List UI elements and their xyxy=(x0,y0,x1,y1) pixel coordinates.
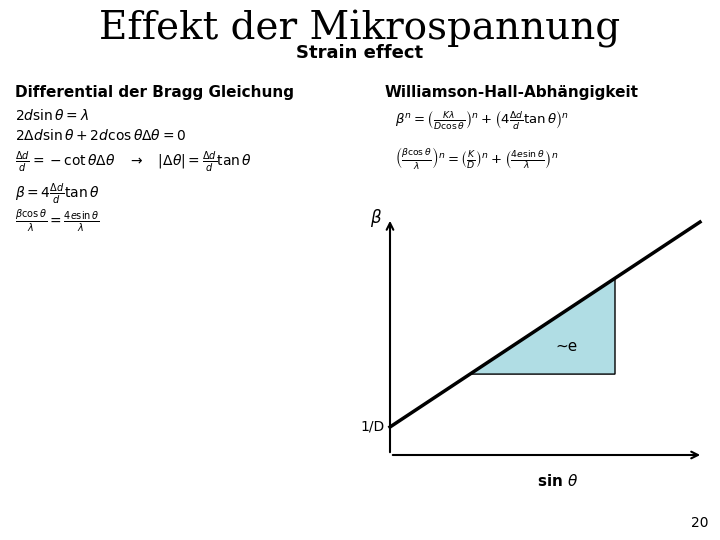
Polygon shape xyxy=(470,278,615,374)
Text: $\frac{\beta\cos\theta}{\lambda} = \frac{4e\sin\theta}{\lambda}$: $\frac{\beta\cos\theta}{\lambda} = \frac… xyxy=(15,208,99,234)
Text: $\left(\frac{\beta\cos\theta}{\lambda}\right)^n = \left(\frac{K}{D}\right)^n + \: $\left(\frac{\beta\cos\theta}{\lambda}\r… xyxy=(395,145,559,171)
Text: Williamson-Hall-Abhängigkeit: Williamson-Hall-Abhängigkeit xyxy=(385,85,639,100)
Text: 1/D: 1/D xyxy=(361,420,385,434)
Text: Strain effect: Strain effect xyxy=(297,44,423,62)
Text: $\beta^n = \left(\frac{K\lambda}{D\cos\theta}\right)^n + \left(4\frac{\Delta d}{: $\beta^n = \left(\frac{K\lambda}{D\cos\t… xyxy=(395,110,570,132)
Text: $2\Delta d\sin\theta + 2d\cos\theta\Delta\theta = 0$: $2\Delta d\sin\theta + 2d\cos\theta\Delt… xyxy=(15,128,186,143)
Text: Differential der Bragg Gleichung: Differential der Bragg Gleichung xyxy=(15,85,294,100)
Text: $\beta$: $\beta$ xyxy=(370,207,382,229)
Text: sin $\theta$: sin $\theta$ xyxy=(536,473,578,489)
Text: ~e: ~e xyxy=(556,339,577,354)
Text: Effekt der Mikrospannung: Effekt der Mikrospannung xyxy=(99,10,621,48)
Text: $2d\sin\theta = \lambda$: $2d\sin\theta = \lambda$ xyxy=(15,108,89,123)
Text: $\beta = 4\frac{\Delta d}{d}\tan\theta$: $\beta = 4\frac{\Delta d}{d}\tan\theta$ xyxy=(15,182,99,206)
Text: 20: 20 xyxy=(690,516,708,530)
Text: $\frac{\Delta d}{d} = -\cot\theta\Delta\theta \quad\rightarrow\quad |\Delta\thet: $\frac{\Delta d}{d} = -\cot\theta\Delta\… xyxy=(15,150,252,174)
